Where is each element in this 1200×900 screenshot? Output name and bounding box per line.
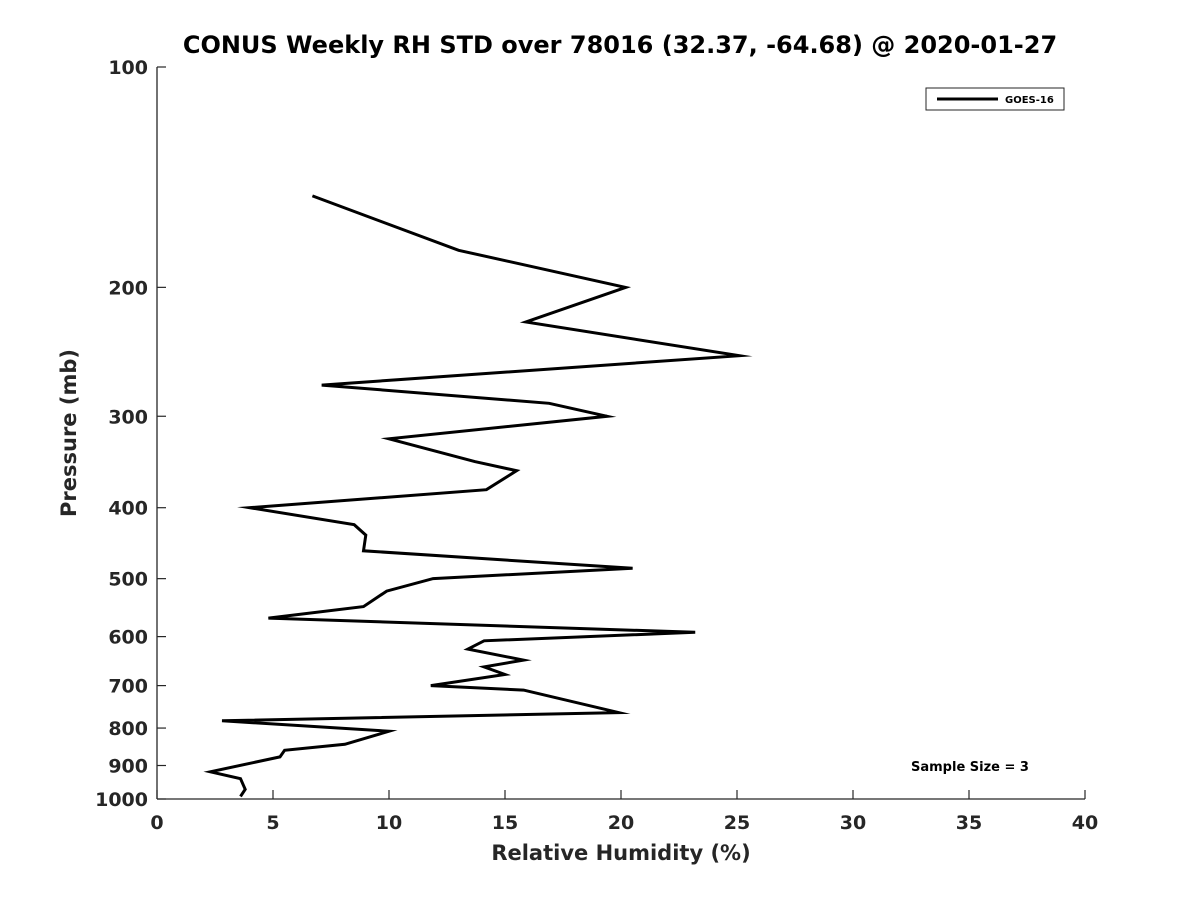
x-tick-label-8: 40 <box>1072 812 1098 834</box>
y-axis-ticks: 100 200 300 400 500 600 700 800 900 1000 <box>95 57 166 811</box>
y-tick-label-8: 900 <box>108 756 148 778</box>
y-tick-label-5: 600 <box>108 627 148 649</box>
x-tick-label-1: 5 <box>266 812 279 834</box>
sample-size-annotation: Sample Size = 3 <box>911 760 1029 775</box>
legend: GOES-16 <box>925 87 1065 111</box>
chart-title: CONUS Weekly RH STD over 78016 (32.37, -… <box>183 31 1057 59</box>
y-tick-label-3: 400 <box>108 498 148 520</box>
y-axis-label: Pressure (mb) <box>57 349 81 517</box>
legend-label-goes-16: GOES-16 <box>1005 95 1054 106</box>
series-layer <box>203 194 753 798</box>
y-tick-label-9: 1000 <box>95 789 148 811</box>
y-tick-label-6: 700 <box>108 676 148 698</box>
y-tick-label-4: 500 <box>108 569 148 591</box>
x-tick-label-4: 20 <box>608 812 634 834</box>
y-tick-label-7: 800 <box>108 718 148 740</box>
x-tick-label-0: 0 <box>150 812 163 834</box>
y-tick-label-2: 300 <box>108 406 148 428</box>
x-axis-ticks: 0 5 10 15 20 25 30 35 40 <box>150 790 1098 834</box>
x-tick-label-6: 30 <box>840 812 866 834</box>
y-tick-label-1: 200 <box>108 277 148 299</box>
x-tick-label-3: 15 <box>492 812 518 834</box>
y-tick-label-0: 100 <box>108 57 148 79</box>
series-line-goes-16 <box>203 194 753 798</box>
x-tick-label-2: 10 <box>376 812 402 834</box>
x-axis-label: Relative Humidity (%) <box>491 841 750 865</box>
x-tick-label-7: 35 <box>956 812 982 834</box>
x-tick-label-5: 25 <box>724 812 750 834</box>
plot-area <box>156 67 1085 800</box>
